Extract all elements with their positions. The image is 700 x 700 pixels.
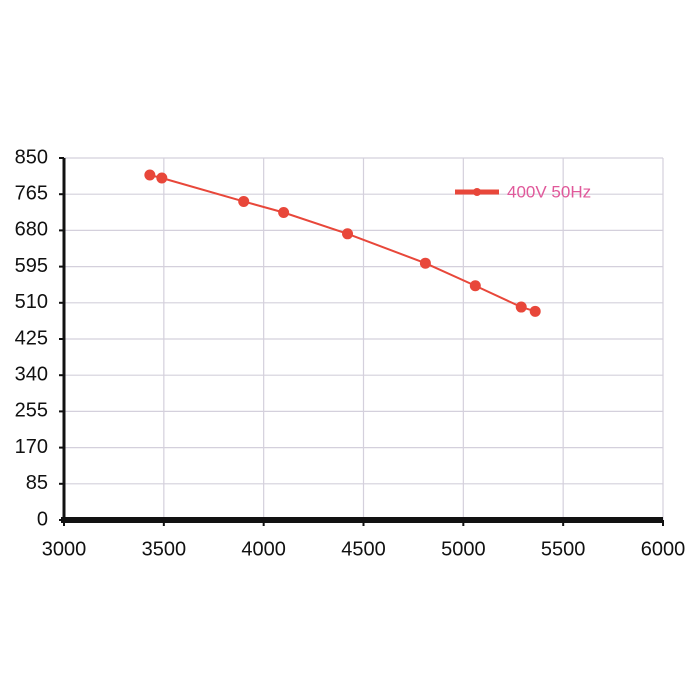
- data-point: [238, 195, 250, 207]
- y-tick-label: 425: [15, 327, 48, 349]
- x-tick-label: 5500: [541, 538, 586, 560]
- legend-label: 400V 50Hz: [507, 182, 591, 201]
- x-tick-label: 3000: [42, 538, 87, 560]
- data-point: [529, 305, 541, 317]
- y-tick-label: 595: [15, 255, 48, 277]
- data-point: [515, 301, 527, 313]
- data-point: [469, 280, 481, 292]
- y-tick-label: 85: [26, 472, 48, 494]
- y-tick-label: 255: [15, 400, 48, 422]
- data-point: [342, 228, 354, 240]
- x-tick-label: 4500: [341, 538, 386, 560]
- y-tick-label: 765: [15, 182, 48, 204]
- x-tick-label: 6000: [641, 538, 686, 560]
- y-tick-label: 340: [15, 363, 48, 385]
- x-tick-label: 3500: [142, 538, 187, 560]
- data-point: [278, 207, 290, 219]
- data-point: [144, 169, 156, 181]
- data-point: [419, 257, 431, 269]
- data-point: [156, 172, 168, 184]
- legend-marker: [473, 188, 481, 196]
- y-tick-label: 0: [37, 508, 48, 530]
- y-tick-label: 850: [15, 146, 48, 168]
- x-tick-label: 4000: [241, 538, 286, 560]
- y-tick-label: 170: [15, 436, 48, 458]
- y-tick-label: 680: [15, 219, 48, 241]
- x-tick-label: 5000: [441, 538, 486, 560]
- y-tick-label: 510: [15, 291, 48, 313]
